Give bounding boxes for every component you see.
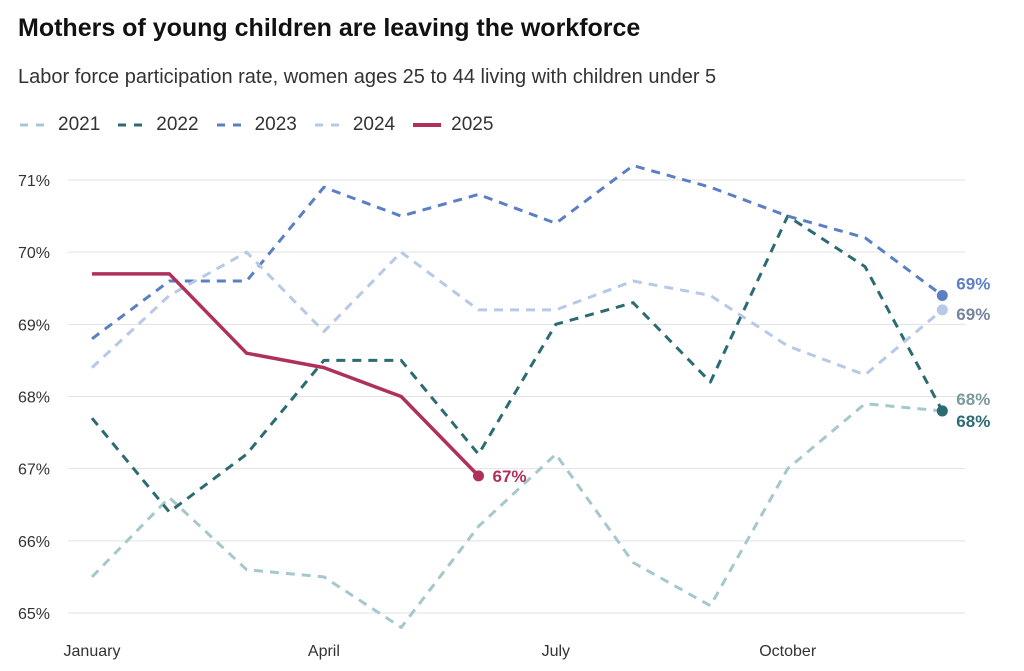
legend-swatch (216, 123, 245, 127)
end-label-2021: 68% (956, 390, 990, 409)
legend-swatch (118, 123, 147, 127)
chart-title: Mothers of young children are leaving th… (18, 14, 641, 42)
x-tick-label: October (759, 643, 817, 660)
end-point-2022 (936, 405, 948, 417)
series-line-2024 (90, 250, 944, 377)
end-point-2023 (936, 289, 948, 301)
legend: 2021 2022 2023 2024 2025 (18, 114, 493, 136)
y-tick-label: 67% (18, 462, 50, 479)
legend-label: 2025 (451, 114, 494, 135)
chart-subtitle: Labor force participation rate, women ag… (18, 66, 717, 88)
x-tick-label: April (308, 643, 340, 660)
y-tick-label: 68% (18, 390, 50, 407)
end-label-2025: 67% (493, 467, 527, 486)
series-line-2021 (90, 402, 943, 629)
y-tick-label: 66% (18, 534, 50, 551)
legend-label: 2021 (58, 114, 101, 135)
end-label-2022: 68% (956, 412, 990, 431)
series-line-2022 (90, 214, 944, 514)
legend-item-2024: 2024 (313, 114, 395, 136)
x-tick-label: July (542, 643, 570, 660)
end-label-2023: 69% (956, 274, 990, 293)
legend-swatch (20, 123, 48, 127)
legend-item-2022: 2022 (116, 114, 199, 136)
end-point-2024 (936, 304, 948, 316)
y-tick-label: 70% (18, 245, 50, 262)
legend-swatch (314, 123, 343, 127)
legend-item-2023: 2023 (215, 114, 297, 136)
legend-swatch (413, 123, 442, 127)
series-line-2025 (92, 272, 480, 478)
y-tick-label: 65% (18, 606, 50, 623)
legend-label: 2022 (156, 114, 199, 135)
y-tick-label: 69% (18, 317, 50, 334)
legend-item-2021: 2021 (18, 114, 100, 136)
legend-label: 2023 (254, 114, 297, 135)
legend-label: 2024 (352, 114, 396, 135)
end-point-2025 (473, 470, 484, 482)
y-tick-label: 71% (18, 173, 50, 190)
series-line-2023 (91, 164, 944, 340)
end-label-2024: 69% (956, 305, 990, 324)
x-tick-label: January (64, 643, 121, 660)
legend-item-2025: 2025 (411, 114, 493, 136)
